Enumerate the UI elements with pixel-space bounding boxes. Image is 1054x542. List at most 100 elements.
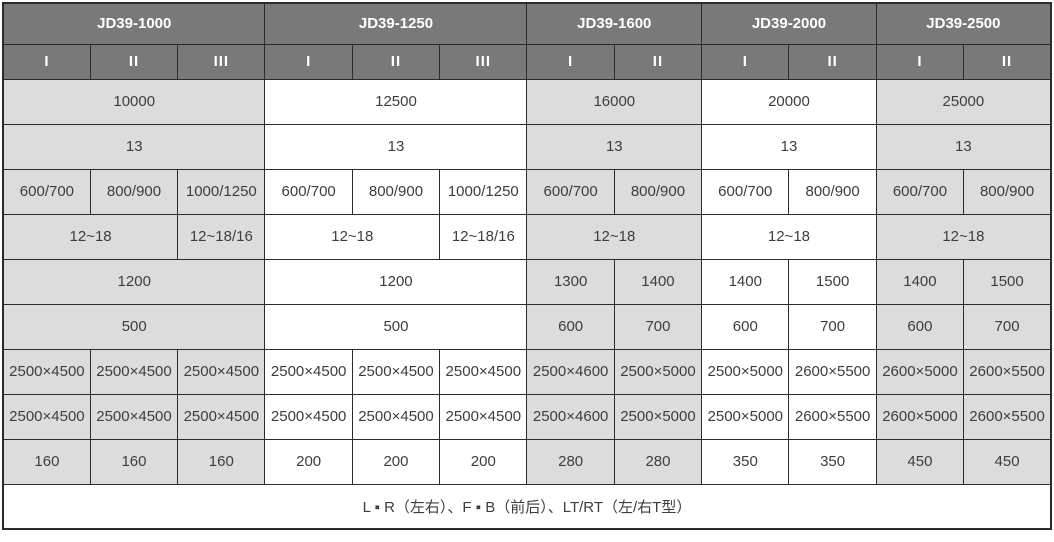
table-cell: 450 (875, 438, 965, 485)
table-cell: 2500×5000 (701, 348, 790, 395)
table-cell: 13 (264, 123, 528, 170)
table-cell: 2500×5000 (613, 393, 703, 440)
subcolumn-header: II (613, 43, 703, 80)
table-cell: 280 (613, 438, 703, 485)
subcolumn-header: II (351, 43, 441, 80)
table-cell: 2500×4500 (2, 348, 91, 395)
table-cell: 1500 (788, 258, 877, 305)
table-cell: 12500 (264, 78, 528, 125)
table-cell: 25000 (875, 78, 1052, 125)
table-cell: 600 (875, 303, 965, 350)
table-cell: 1200 (264, 258, 528, 305)
table-cell: 2500×4500 (351, 348, 441, 395)
table-cell: 12~18 (526, 213, 703, 260)
table-cell: 800/900 (788, 168, 877, 215)
table-cell: 2500×4500 (351, 393, 441, 440)
table-cell: 1400 (875, 258, 965, 305)
table-cell: 600/700 (875, 168, 965, 215)
subcolumn-header: I (526, 43, 615, 80)
table-cell: 10000 (2, 78, 266, 125)
table-cell: 2500×4500 (177, 393, 266, 440)
table-cell: 2500×4500 (264, 348, 353, 395)
table-cell: 12~18/16 (177, 213, 266, 260)
column-group-header: JD39-2000 (701, 2, 877, 45)
table-cell: 1400 (701, 258, 790, 305)
table-row: 1200 1200 1300 1400 1400 1500 1400 1500 (2, 258, 1052, 305)
table-cell: 13 (701, 123, 877, 170)
table-cell: 2500×4500 (89, 393, 179, 440)
table-cell: 200 (351, 438, 441, 485)
table-cell: 2500×4500 (264, 393, 353, 440)
subcolumn-header: I (264, 43, 353, 80)
table-cell: 13 (875, 123, 1052, 170)
table-row: 10000 12500 16000 20000 25000 (2, 78, 1052, 125)
table-cell: 700 (963, 303, 1052, 350)
table-row: 160 160 160 200 200 200 280 280 350 350 450 450 (2, 438, 1052, 485)
table-cell: 1500 (963, 258, 1052, 305)
table-cell: 800/900 (613, 168, 703, 215)
table-cell: 12~18/16 (439, 213, 528, 260)
table-cell: 200 (439, 438, 528, 485)
column-group-header: JD39-2500 (875, 2, 1052, 45)
table-cell: 700 (613, 303, 703, 350)
table-cell: 2600×5500 (963, 393, 1052, 440)
column-group-header-row: JD39-1000 JD39-1250 JD39-1600 JD39-2000 JD39… (2, 2, 1052, 45)
table-cell: 800/900 (351, 168, 441, 215)
table-cell: 1300 (526, 258, 615, 305)
spec-table-header: JD39-1000 JD39-1250 JD39-1600 JD39-2000 JD39… (2, 2, 1052, 80)
table-cell: 2500×4500 (177, 348, 266, 395)
table-cell: 2600×5000 (875, 393, 965, 440)
table-cell: 1000/1250 (439, 168, 528, 215)
table-row: 2500×4500 2500×4500 2500×4500 2500×4500 2500… (2, 348, 1052, 395)
table-cell: 1400 (613, 258, 703, 305)
table-cell: 2500×4600 (526, 393, 615, 440)
table-cell: 20000 (701, 78, 877, 125)
table-cell: 160 (89, 438, 179, 485)
table-row: 13 13 13 13 13 (2, 123, 1052, 170)
subcolumn-header: III (177, 43, 266, 80)
table-cell: 12~18 (701, 213, 877, 260)
spec-table-body: 10000 12500 16000 20000 25000 13 13 13 13 13 600/7… (2, 78, 1052, 530)
table-cell: 1200 (2, 258, 266, 305)
footer-row: L ▪ R（左右）、F ▪ B（前后）、LT/RT（左/右T型） (2, 483, 1052, 530)
column-group-header: JD39-1250 (264, 2, 528, 45)
table-cell: 12~18 (2, 213, 179, 260)
column-group-header: JD39-1600 (526, 2, 703, 45)
subcolumn-header: I (701, 43, 790, 80)
table-cell: 700 (788, 303, 877, 350)
table-cell: 13 (2, 123, 266, 170)
table-cell: 2500×5000 (701, 393, 790, 440)
subcolumn-header: II (963, 43, 1052, 80)
table-cell: 350 (788, 438, 877, 485)
table-cell: 1000/1250 (177, 168, 266, 215)
table-cell: 600/700 (264, 168, 353, 215)
table-cell: 2600×5500 (788, 393, 877, 440)
table-cell: 600 (701, 303, 790, 350)
subcolumn-header: I (875, 43, 965, 80)
table-cell: 2500×5000 (613, 348, 703, 395)
table-cell: 600 (526, 303, 615, 350)
table-cell: 12~18 (875, 213, 1052, 260)
table-cell: 2600×5500 (963, 348, 1052, 395)
subcolumn-header-row: I II III I II III I II I II I II (2, 43, 1052, 80)
table-row: 600/700 800/900 1000/1250 600/700 800/900 100… (2, 168, 1052, 215)
table-cell: 2600×5500 (788, 348, 877, 395)
table-cell: 800/900 (89, 168, 179, 215)
table-cell: 600/700 (701, 168, 790, 215)
table-cell: 2600×5000 (875, 348, 965, 395)
table-cell: 500 (2, 303, 266, 350)
spec-table: JD39-1000 JD39-1250 JD39-1600 JD39-2000 JD39… (2, 2, 1052, 530)
table-cell: 450 (963, 438, 1052, 485)
table-cell: 200 (264, 438, 353, 485)
table-cell: 160 (2, 438, 91, 485)
table-cell: 600/700 (526, 168, 615, 215)
subcolumn-header: III (439, 43, 528, 80)
table-cell: 800/900 (963, 168, 1052, 215)
table-cell: 2500×4500 (439, 348, 528, 395)
table-cell: 2500×4500 (89, 348, 179, 395)
table-cell: 16000 (526, 78, 703, 125)
subcolumn-header: II (788, 43, 877, 80)
table-cell: 350 (701, 438, 790, 485)
table-cell: 500 (264, 303, 528, 350)
